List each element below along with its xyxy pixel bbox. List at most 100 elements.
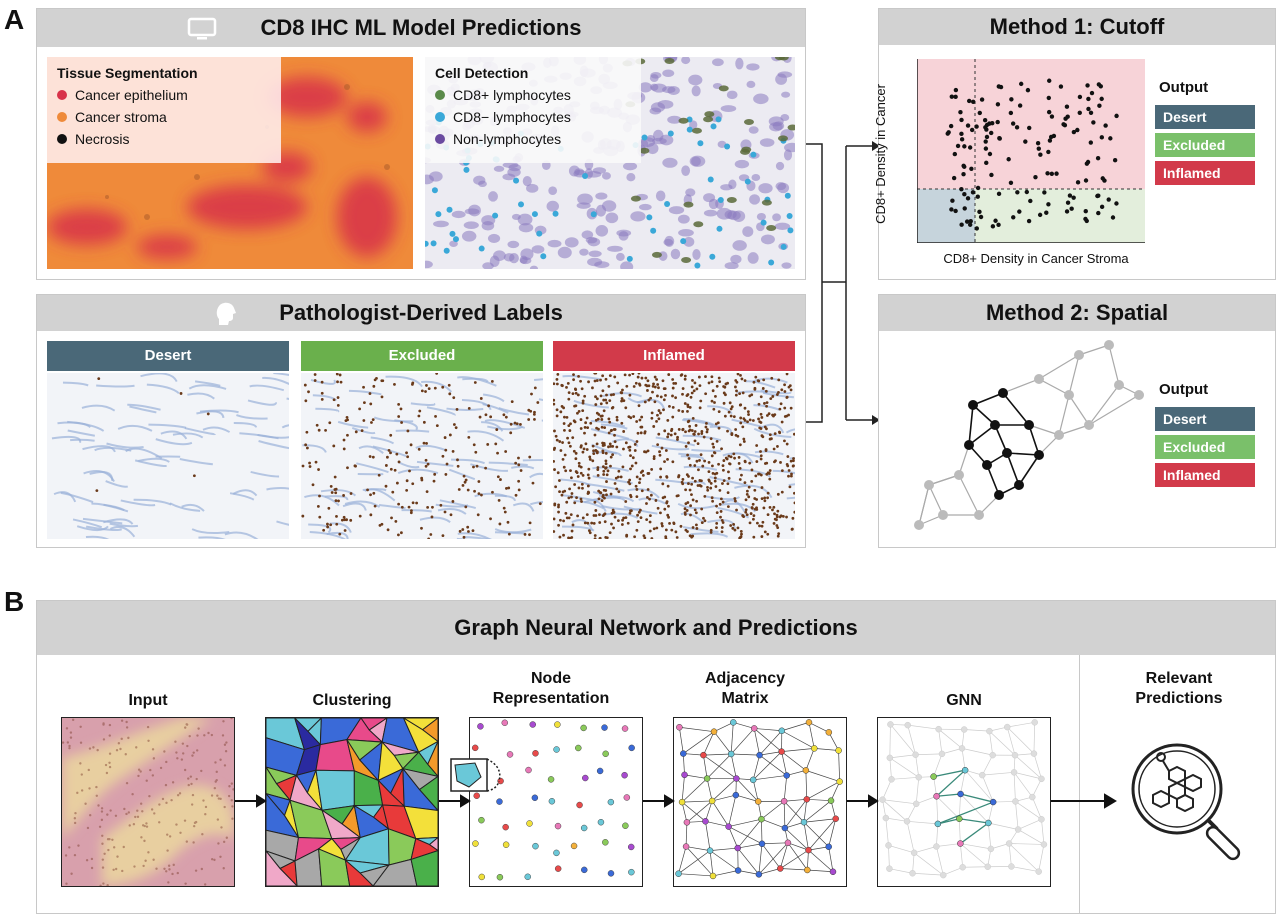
scatter-point (987, 151, 993, 157)
tissue-speckle (203, 734, 206, 737)
stained-cell (448, 433, 452, 437)
stained-cell (472, 443, 476, 447)
stained-cell (766, 532, 770, 536)
gnn-edge (989, 731, 994, 756)
node-point (473, 792, 480, 800)
stained-cell (732, 415, 736, 419)
stained-cell (635, 475, 639, 479)
stained-cell (335, 514, 338, 518)
gnn-node (961, 766, 969, 774)
tissue-speckle (65, 882, 68, 885)
stained-cell (410, 509, 413, 513)
stained-cell (658, 450, 661, 454)
cell-nucleus (748, 126, 759, 134)
gnn-node (930, 773, 937, 780)
stained-cell (659, 411, 662, 415)
gland-outline (89, 470, 114, 481)
scatter-point (1071, 129, 1077, 135)
adjacency-edge (808, 722, 829, 733)
scatter-point (958, 110, 963, 115)
tissue-speckle (114, 867, 118, 871)
scatter-point (1026, 218, 1032, 224)
adjacency-node (781, 824, 789, 832)
stained-cell (646, 488, 650, 491)
cd8-negative-cell (697, 140, 704, 147)
monitor-icon (187, 17, 217, 41)
stained-cell (591, 386, 594, 390)
stained-cell (753, 497, 757, 500)
stained-cell (326, 522, 329, 526)
stained-cell (765, 414, 769, 417)
stained-cell (444, 448, 448, 452)
stained-cell (343, 529, 347, 532)
cell-nucleus (463, 221, 479, 229)
model-predictions-box: CD8 IHC ML Model Predictions Tissue Se (36, 8, 806, 280)
node-point (472, 840, 479, 847)
stained-cell (563, 428, 566, 432)
stained-cell (652, 457, 656, 461)
stained-cell (607, 417, 611, 421)
cd8-positive-cell (704, 111, 715, 118)
gnn-node (957, 840, 964, 847)
stained-cell (553, 468, 556, 471)
tissue-speckle (155, 867, 158, 870)
excluded-region (975, 189, 1145, 243)
stained-cell (502, 506, 506, 510)
scatter-point (1017, 103, 1023, 108)
stained-cell (661, 379, 665, 383)
gland-outline (484, 419, 526, 429)
tissue-speckle (184, 882, 187, 885)
stained-cell (760, 535, 764, 538)
stained-cell (783, 406, 787, 410)
stained-cell (557, 523, 560, 527)
stained-cell (349, 492, 353, 495)
tissue-speckle (145, 779, 148, 782)
stained-cell (780, 388, 784, 392)
gnn-node (1038, 775, 1045, 783)
scatter-point (1015, 190, 1020, 195)
tissue-speckle (70, 872, 73, 875)
tissue-speckle (71, 718, 75, 722)
graph-node (1054, 430, 1064, 440)
scatter-point (982, 118, 988, 123)
adjacency-node (680, 750, 687, 757)
stained-cell (657, 432, 661, 436)
stained-cell (387, 448, 391, 452)
scatter-point (970, 190, 976, 195)
gland-outline (704, 495, 741, 501)
tissue-speckle (192, 824, 196, 828)
stained-cell (766, 491, 770, 495)
stained-cell (586, 492, 590, 495)
gnn-active-edge (960, 793, 994, 803)
stained-cell (698, 384, 702, 388)
gnn-edge (885, 817, 908, 822)
stained-cell (636, 520, 640, 524)
cd8-negative-cell (694, 262, 701, 269)
graph-edge (918, 484, 930, 526)
stained-cell (613, 482, 617, 485)
cell-nucleus (781, 91, 791, 98)
stained-cell (646, 449, 650, 453)
gland-outline (419, 516, 451, 523)
stained-cell (697, 375, 701, 379)
magnifier-icon (1117, 729, 1257, 869)
stained-cell (342, 438, 346, 442)
stained-cell (671, 394, 674, 398)
gland-outline (146, 383, 180, 395)
stained-cell (601, 389, 605, 393)
tissue-speckle (134, 815, 137, 819)
stained-cell (744, 510, 748, 514)
stained-cell (609, 455, 613, 459)
stained-cell (778, 407, 782, 411)
stained-cell (722, 391, 726, 395)
stained-cell (434, 414, 437, 418)
stained-cell (583, 521, 587, 525)
stained-cell (452, 423, 456, 426)
stained-cell (384, 484, 388, 488)
stained-cell (693, 479, 697, 483)
stained-cell (761, 387, 765, 390)
tissue-speckle (216, 818, 220, 821)
cd8-positive-cell (683, 201, 694, 208)
stained-cell (662, 398, 666, 402)
stained-cell (695, 387, 699, 391)
